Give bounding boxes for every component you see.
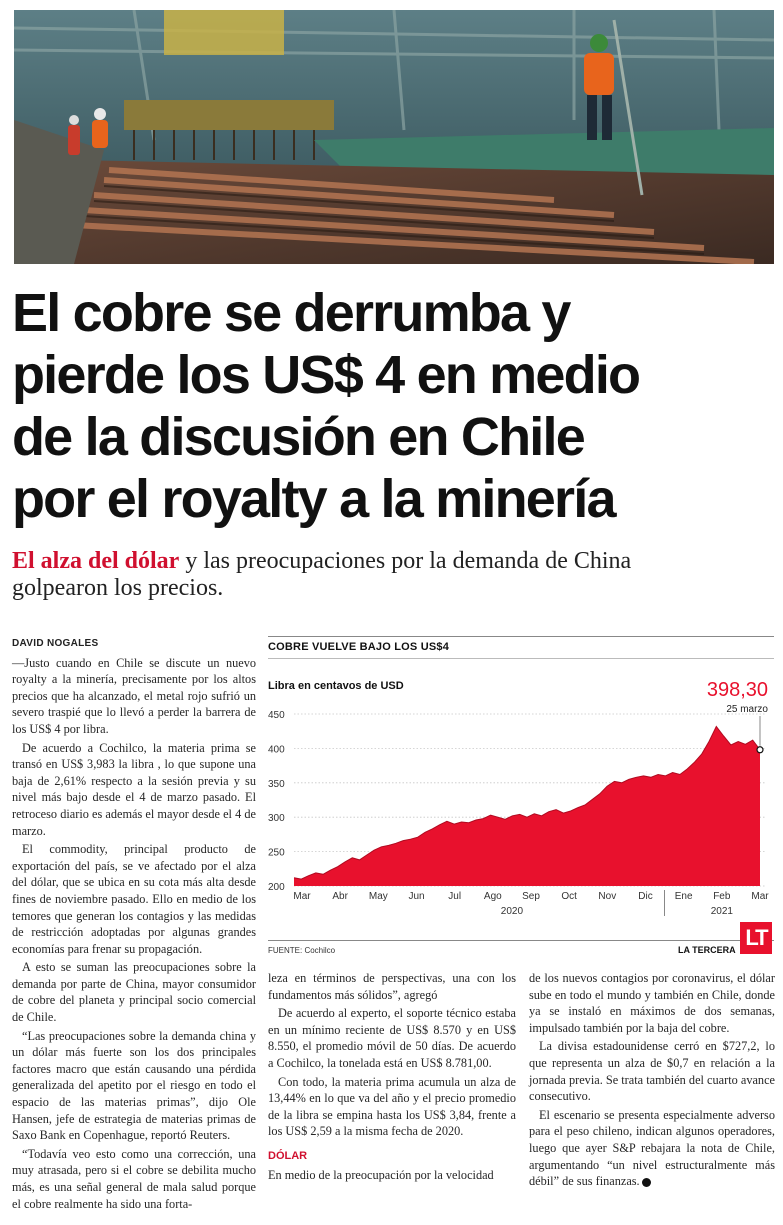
x-tick-label: May [369,891,388,902]
headline-line: por el royalty a la minería [12,469,616,529]
copper-refinery-photo [14,10,774,264]
chart-subtitle: Libra en centavos de USD [268,680,404,692]
year-label: 2020 [501,906,524,917]
x-tick-label: Mar [751,891,769,902]
x-tick-label: Sep [522,891,540,902]
paragraph: De acuerdo al experto, el soporte técnic… [268,1006,516,1070]
y-tick-label: 400 [268,744,285,755]
x-tick-label: Oct [561,891,577,902]
price-area [294,726,760,886]
deck: El alza del dólar y las preocupaciones p… [12,548,702,602]
year-label: 2021 [711,906,734,917]
paragraph: Con todo, la materia prima acumula un al… [268,1074,516,1139]
section-subhead: DÓLAR [268,1149,308,1162]
paragraph: El commodity, principal producto de expo… [12,842,256,956]
paragraph: El escenario se presenta especialmente a… [529,1107,775,1190]
paragraph: de los nuevos contagios por coronavirus,… [529,971,775,1035]
deck-lead: El alza del dólar [12,548,180,574]
y-tick-label: 350 [268,779,285,790]
la-tercera-logo: LT [740,922,772,954]
annotation-date: 25 marzo [726,704,768,715]
x-tick-label: Ene [675,891,693,902]
headline-line: pierde los US$ 4 en medio [12,345,641,405]
y-tick-label: 300 [268,813,285,824]
paragraph: “Todavía veo esto como una corrección, u… [12,1146,256,1211]
x-tick-label: Dic [638,891,652,902]
x-tick-label: Feb [713,891,731,902]
byline: DAVID NOGALES [12,638,99,649]
x-tick-label: Jun [408,891,424,902]
paragraph: leza en términos de perspectivas, una co… [268,971,516,1002]
headline: El cobre se derrumba y pierde los US$ 4 … [12,282,712,530]
paragraph: La divisa estadounidense cerró en $727,2… [529,1039,775,1104]
paragraph: —Justo cuando en Chile se discute un nue… [12,655,256,736]
x-tick-label: Nov [598,891,616,902]
last-value-marker [756,746,764,754]
headline-line: de la discusión en Chile [12,407,586,467]
paragraph-text: El escenario se presenta especialmente a… [529,1107,775,1189]
header-photo [14,10,774,264]
article-column-3: de los nuevos contagios por coronavirus,… [529,970,775,1192]
x-tick-label: Abr [332,891,348,902]
y-tick-label: 200 [268,882,285,893]
y-tick-label: 250 [268,848,285,859]
article-column-1: DAVID NOGALES —Justo cuando en Chile se … [12,636,256,1214]
paragraph: En medio de la preocupación por la veloc… [268,1167,494,1182]
chart-source: FUENTE: Cochilco [268,946,336,955]
divider [268,658,774,659]
article-column-2: leza en términos de perspectivas, una co… [268,970,516,1185]
divider [268,940,774,941]
x-tick-label: Mar [293,891,311,902]
chart-plot: 200 250 300 350 400 450 398,30 25 marzo Mar Abr Ma… [268,679,769,917]
paragraph: De acuerdo a Cochilco, la materia prima … [12,740,256,838]
copper-chart: COBRE VUELVE BAJO LOS US$4 Libra en cent… [268,636,774,960]
annotation-value: 398,30 [707,679,768,701]
chart-title: COBRE VUELVE BAJO LOS US$4 [268,636,774,653]
price-line [293,725,761,880]
worker-figure [584,19,644,196]
headline-line: El cobre se derrumba y [12,283,571,343]
paragraph: “Las preocupaciones sobre la demanda chi… [12,1028,256,1143]
x-tick-label: Jul [448,891,461,902]
x-tick-label: Ago [484,891,502,902]
end-of-article-icon: P [641,1177,656,1187]
deck-rest: y las preocupaciones por la demanda de C… [12,548,632,601]
paragraph: A esto se suman las preocupaciones sobre… [12,960,256,1025]
y-tick-label: 450 [268,710,285,721]
publisher-name: LA TERCERA [678,945,736,955]
